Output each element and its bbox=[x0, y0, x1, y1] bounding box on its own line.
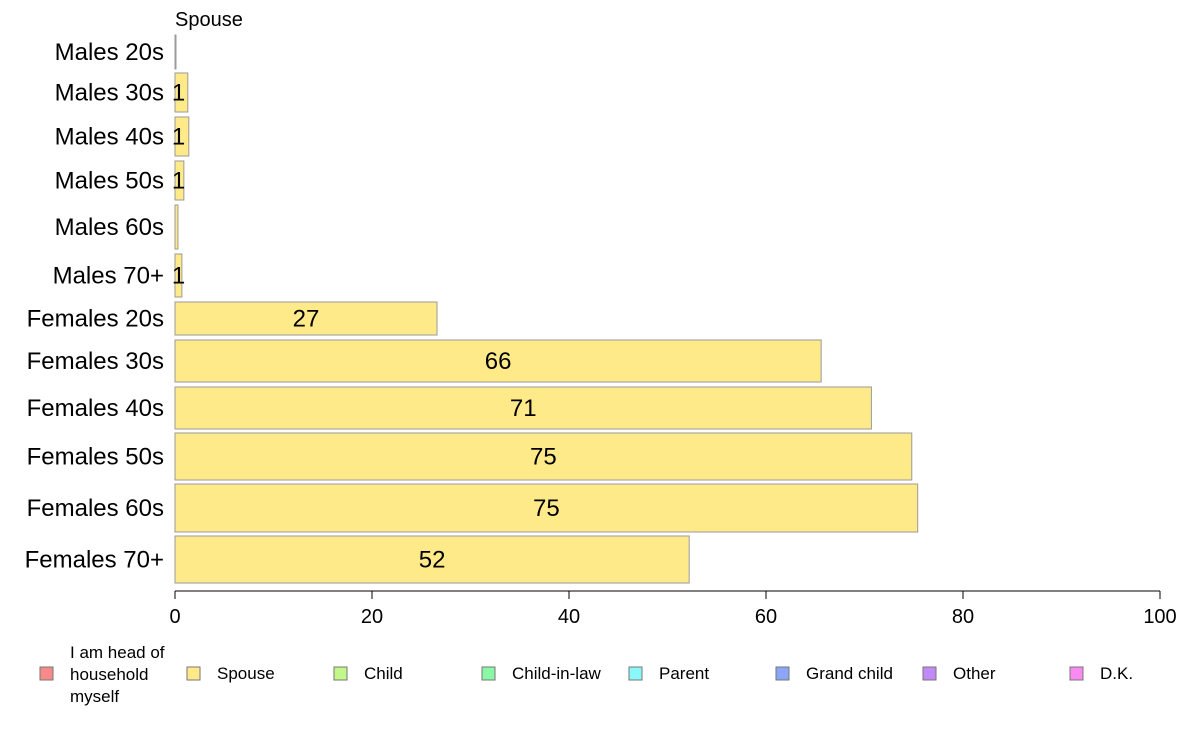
legend-swatch bbox=[1069, 666, 1084, 681]
category-label: Females 50s bbox=[27, 444, 164, 471]
legend-label: Other bbox=[953, 664, 996, 683]
legend-swatch bbox=[39, 666, 54, 681]
legend-swatch bbox=[333, 666, 348, 681]
category-label: Females 60s bbox=[27, 495, 164, 522]
x-tick-label: 60 bbox=[755, 606, 777, 628]
category-label: Females 70+ bbox=[25, 547, 164, 574]
x-tick-label: 100 bbox=[1143, 606, 1176, 628]
x-tick-label: 0 bbox=[169, 606, 180, 628]
x-tick-label: 80 bbox=[952, 606, 974, 628]
panel-title: Spouse bbox=[175, 9, 243, 31]
category-label: Males 40s bbox=[55, 124, 164, 151]
bar bbox=[174, 253, 183, 298]
category-label: Males 50s bbox=[55, 168, 164, 195]
legend-label: Child bbox=[364, 664, 403, 683]
bar bbox=[174, 34, 177, 70]
legend-swatch bbox=[628, 666, 643, 681]
bar bbox=[174, 386, 872, 430]
data-label: 75 bbox=[533, 495, 560, 522]
category-label: Females 20s bbox=[27, 306, 164, 333]
legend-swatch bbox=[775, 666, 790, 681]
legend-swatch bbox=[922, 666, 937, 681]
bar bbox=[174, 339, 822, 383]
category-label: Males 70+ bbox=[53, 263, 164, 290]
legend-label: Grand child bbox=[806, 664, 893, 683]
bar bbox=[174, 483, 919, 533]
data-label: 66 bbox=[485, 348, 512, 375]
bar bbox=[174, 204, 179, 250]
data-label: 1 bbox=[172, 168, 185, 195]
category-label: Males 30s bbox=[55, 80, 164, 107]
legend-swatch bbox=[481, 666, 496, 681]
data-label: 27 bbox=[293, 306, 320, 333]
data-label: 71 bbox=[510, 395, 537, 422]
data-label: 1 bbox=[172, 263, 185, 290]
category-label: Males 60s bbox=[55, 214, 164, 241]
legend-label: Spouse bbox=[217, 664, 275, 683]
x-tick-label: 20 bbox=[361, 606, 383, 628]
legend-label: Child-in-law bbox=[512, 664, 602, 683]
data-label: 52 bbox=[419, 547, 446, 574]
bar bbox=[174, 116, 190, 157]
data-label: 75 bbox=[530, 444, 557, 471]
bar bbox=[174, 432, 913, 481]
category-label: Females 30s bbox=[27, 348, 164, 375]
bar bbox=[174, 160, 185, 201]
bar bbox=[174, 535, 690, 584]
legend-swatch bbox=[186, 666, 201, 681]
category-label: Males 20s bbox=[55, 39, 164, 66]
bar bbox=[174, 72, 189, 113]
category-label: Females 40s bbox=[27, 395, 164, 422]
legend-label: Parent bbox=[659, 664, 709, 683]
legend-label: D.K. bbox=[1100, 664, 1133, 683]
legend-label: I am head of household myself bbox=[70, 643, 165, 706]
bar bbox=[174, 301, 438, 336]
data-label: 1 bbox=[172, 124, 185, 151]
data-label: 1 bbox=[172, 80, 185, 107]
x-tick-label: 40 bbox=[558, 606, 580, 628]
